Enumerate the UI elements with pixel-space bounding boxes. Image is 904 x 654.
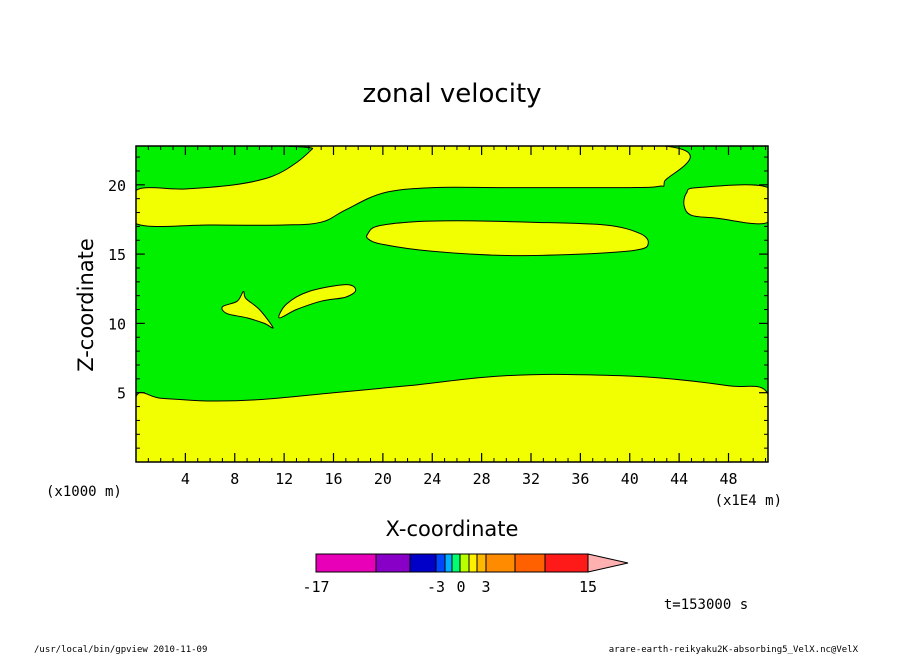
colorbar-segment [544,553,589,573]
colorbar-segment [485,553,516,573]
x-tick-label: 44 [670,470,688,488]
x-tick-label: 24 [423,470,441,488]
y-tick-label: 5 [117,385,126,403]
colorbar-labels: -17 -3 0 3 15 [302,578,597,596]
colorbar-segment [409,553,437,573]
x-unit-label: (x1E4 m) [715,493,782,509]
colorbar-segment [375,553,411,573]
y-tick-label: 20 [108,177,126,195]
colorbar-segment [451,553,461,573]
x-tick-label: 4 [181,470,190,488]
region-upper-yellow-band [136,146,691,228]
x-tick-label: 36 [571,470,589,488]
y-tick-label: 15 [108,246,126,264]
colorbar-arrow [587,553,629,573]
x-tick-label: 40 [621,470,639,488]
region-small-triangle [221,291,274,329]
colorbar-tick-label: -3 [427,578,445,596]
region-small-wedge [278,284,357,319]
x-axis: 4 8 12 16 20 24 28 32 36 40 44 48 [147,146,767,488]
x-tick-label: 48 [719,470,737,488]
colorbar-tick-label: 0 [456,578,465,596]
y-unit-label: (x1000 m) [46,484,122,500]
x-axis-label: X-coordinate [386,517,519,541]
y-axis-label: Z-coordinate [74,238,98,372]
colorbar-tick-label: 3 [481,578,490,596]
footer-right: arare-earth-reikyaku2K-absorbing5_VelX.n… [609,645,859,654]
region-right-yellow-blob [683,184,768,225]
colorbar-tick-label: 15 [579,578,597,596]
plot-frame [135,145,769,463]
region-mid-ellipse [366,220,649,257]
y-tick-label: 10 [108,315,126,333]
colorbar [315,553,629,573]
x-tick-label: 12 [275,470,293,488]
colorbar-segment [476,553,487,573]
region-bottom-yellow [136,373,768,462]
colorbar-segment [315,553,377,573]
colorbar-segment [514,553,546,573]
x-tick-label: 20 [374,470,392,488]
x-tick-label: 8 [230,470,239,488]
x-tick-label: 16 [324,470,342,488]
time-label: t=153000 s [664,597,748,613]
x-tick-label: 32 [522,470,540,488]
colorbar-segment [444,553,453,573]
contour-regions [136,146,768,462]
x-tick-label: 28 [473,470,491,488]
chart-title: zonal velocity [362,79,541,109]
colorbar-segment [468,553,478,573]
colorbar-segment [435,553,446,573]
plot-area [135,145,769,463]
colorbar-segment [459,553,470,573]
y-axis: 5 10 15 20 [108,156,768,449]
colorbar-tick-label: -17 [302,578,329,596]
footer-left: /usr/local/bin/gpview 2010-11-09 [34,645,207,654]
